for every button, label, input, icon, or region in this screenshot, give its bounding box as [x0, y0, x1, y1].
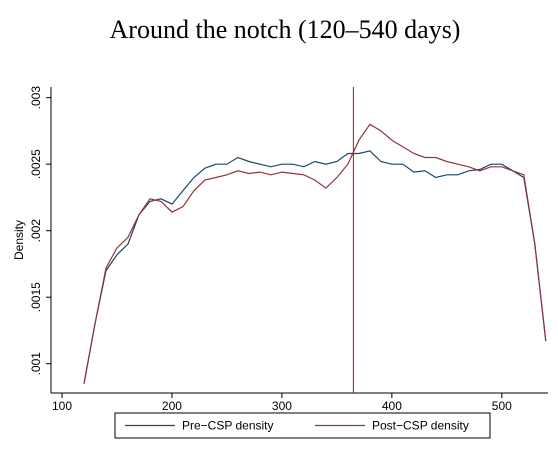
legend-label: Pre−CSP density — [182, 419, 274, 433]
series-line — [83, 123, 547, 384]
legend-label: Post−CSP density — [372, 419, 469, 433]
y-tick-label: .002 — [29, 219, 43, 243]
x-tick-label: 100 — [52, 399, 72, 413]
y-axis-label: Density — [12, 220, 26, 260]
x-tick-label: 400 — [382, 399, 402, 413]
x-tick-label: 300 — [272, 399, 292, 413]
y-tick-label: .003 — [29, 86, 43, 110]
chart-title: Around the notch (120–540 days) — [110, 15, 461, 44]
y-tick-label: .001 — [29, 352, 43, 376]
series-line — [83, 150, 547, 384]
y-tick-label: .0025 — [29, 149, 43, 179]
x-tick-label: 500 — [492, 399, 512, 413]
y-tick-label: .0015 — [29, 282, 43, 312]
x-tick-label: 200 — [162, 399, 182, 413]
legend-box — [114, 412, 491, 439]
